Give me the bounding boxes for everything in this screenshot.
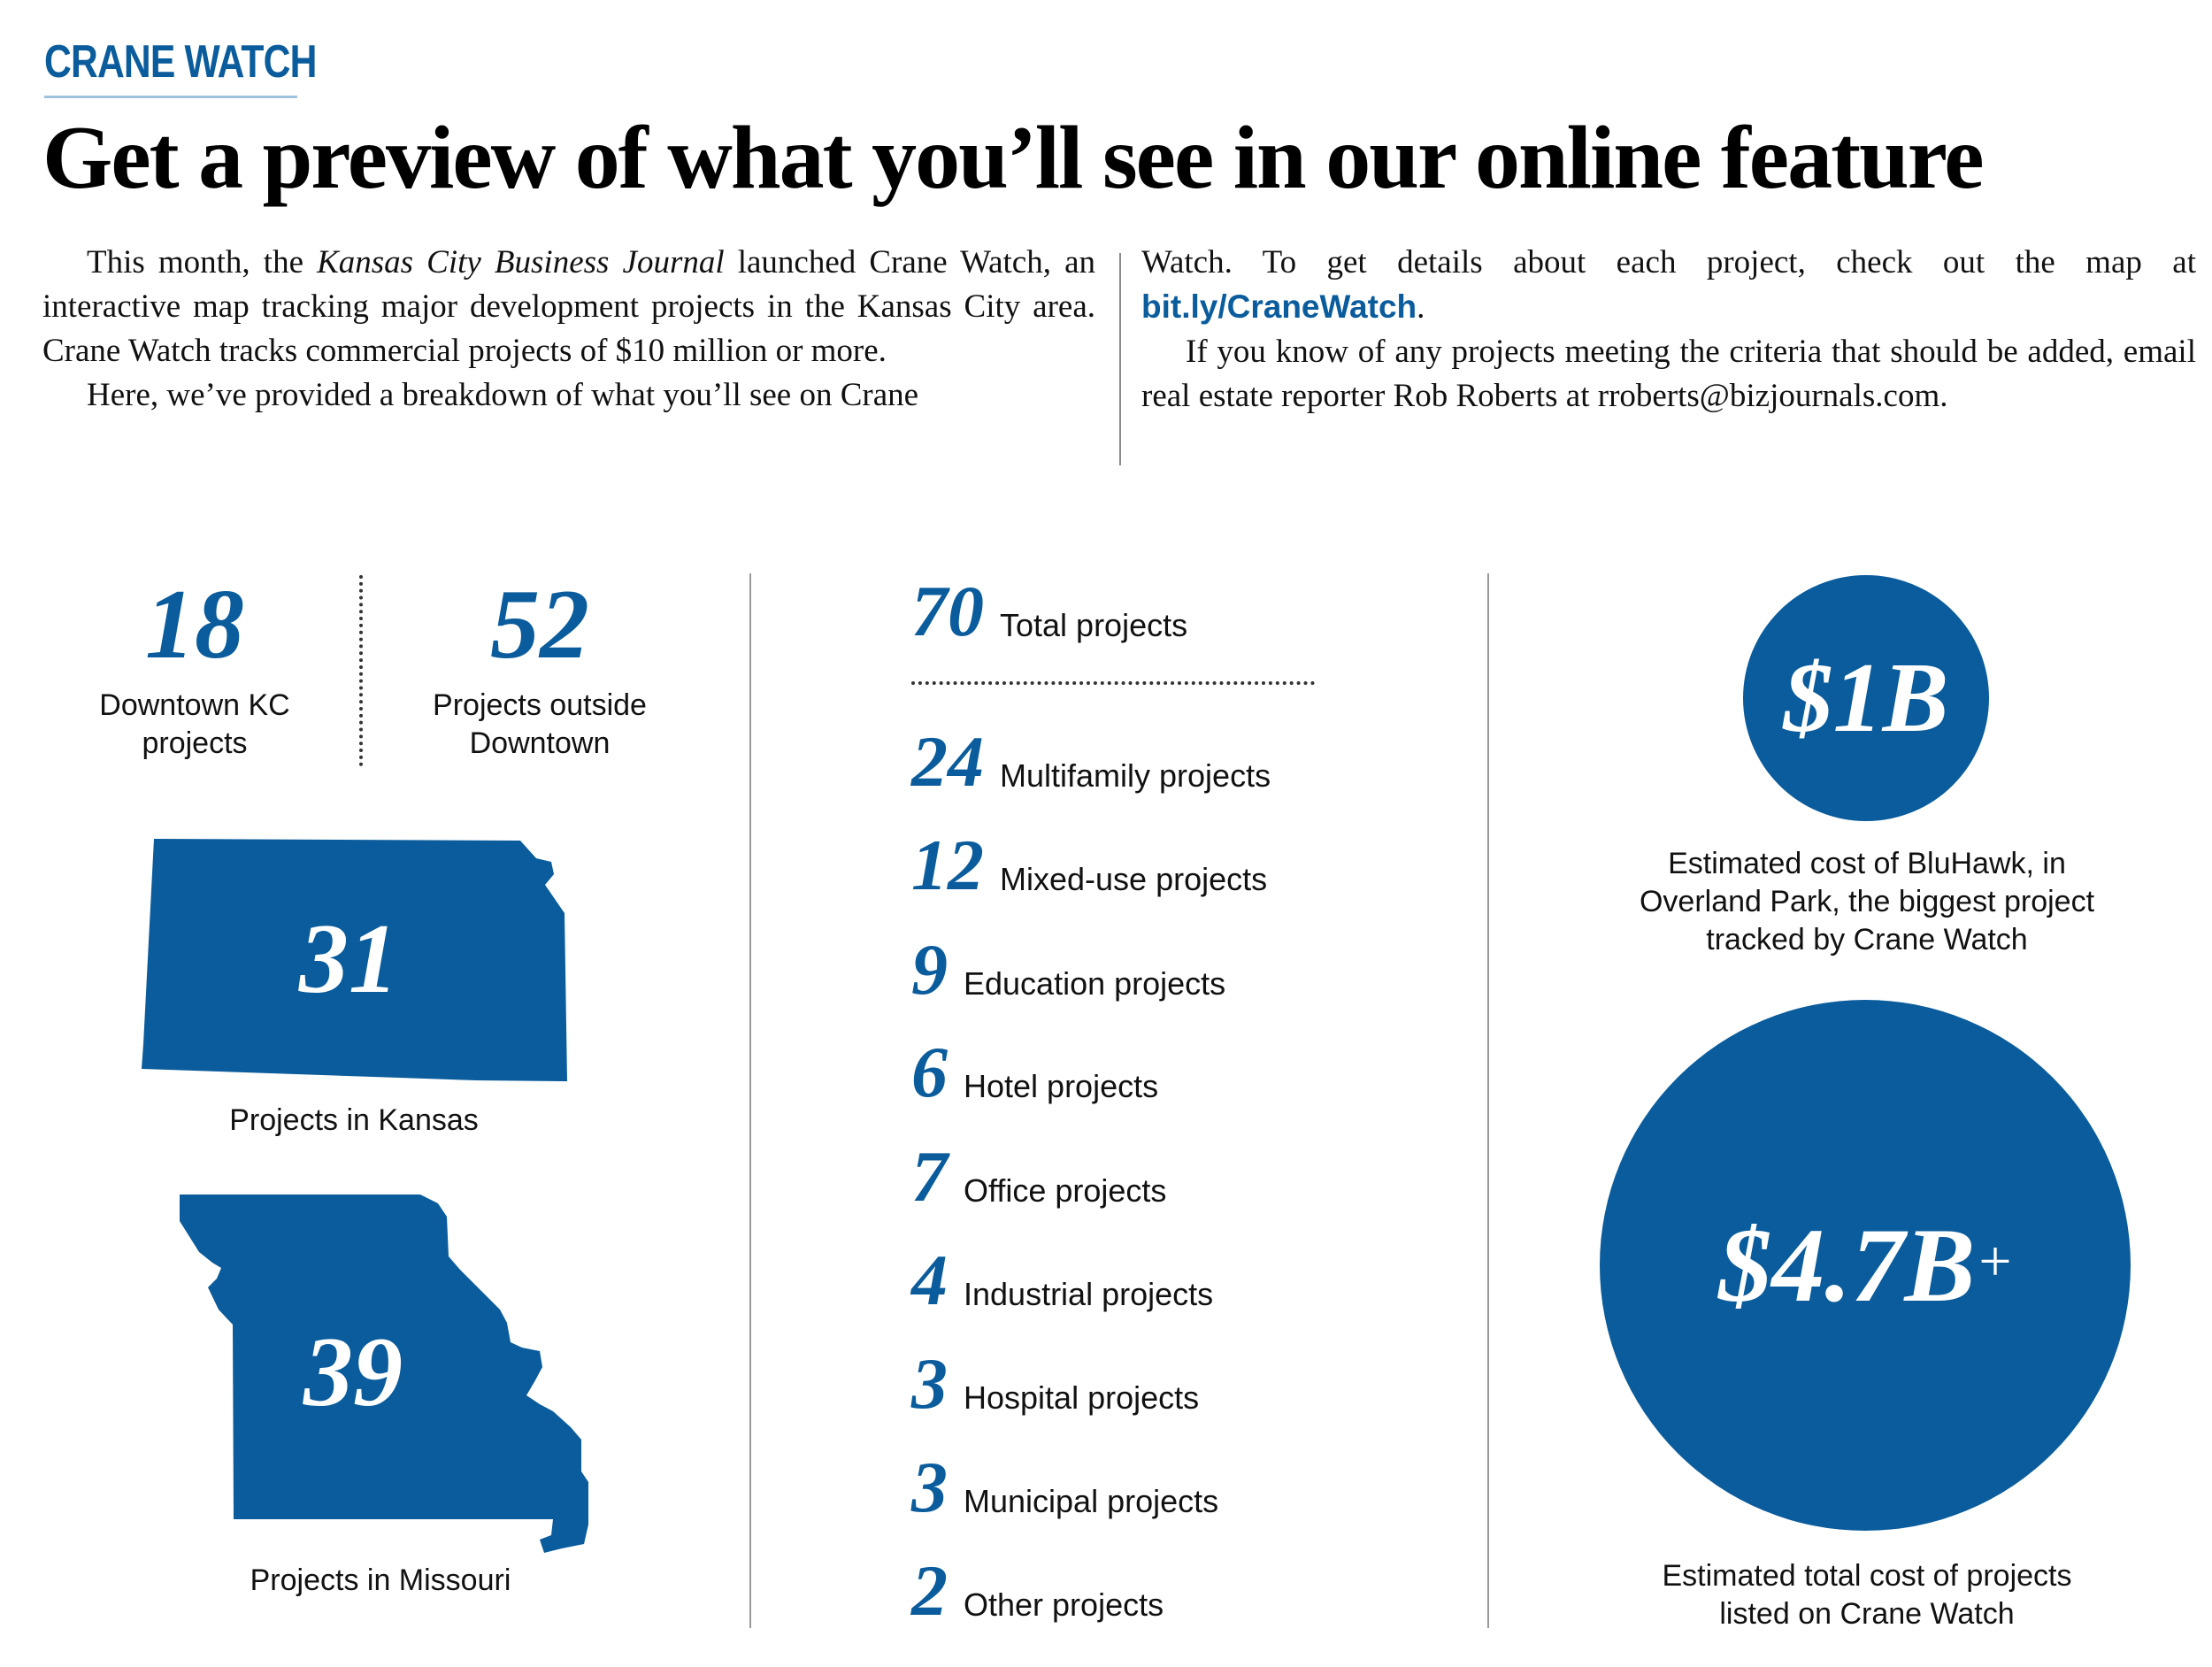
missouri-state: 39 <box>173 1190 588 1562</box>
publication-name: Kansas City Business Journal <box>317 244 725 280</box>
stat-downtown-label: Downtown KC projects <box>99 688 290 760</box>
project-type-row: 2 Other projects <box>911 1550 1164 1631</box>
missouri-value: 39 <box>303 1317 403 1427</box>
kansas-value: 31 <box>299 904 398 1014</box>
project-type-row: 3 Municipal projects <box>911 1447 1219 1527</box>
biggest-project-caption: Estimated cost of BluHawk, in Overland P… <box>1639 847 2095 956</box>
dotted-divider-horizontal <box>911 681 1315 685</box>
biggest-project-value: $1B <box>1783 643 1949 753</box>
total-cost-caption: Estimated total cost of projects listed … <box>1662 1559 2072 1631</box>
project-type-row: 12 Mixed-use projects <box>911 825 1268 905</box>
stat-outside-downtown: 52 Projects outside Downtown <box>398 575 681 763</box>
project-type-row: 24 Multifamily projects <box>911 721 1271 802</box>
missouri-state-shape-icon <box>180 1195 588 1553</box>
dotted-divider-vertical <box>359 575 363 766</box>
crane-watch-link[interactable]: bit.ly/CraneWatch <box>1141 288 1417 325</box>
total-projects-row: 70 Total projects <box>911 575 1187 648</box>
intro-paragraph-2-end: Watch. To get details about each project… <box>1141 244 2196 326</box>
total-cost-value: $4.7B+ <box>1718 1206 2012 1324</box>
project-type-row: 9 Education projects <box>911 929 1226 1010</box>
page-headline: Get a preview of what you’ll see in our … <box>42 108 1984 208</box>
biggest-project-circle: $1B <box>1743 575 1989 821</box>
project-type-row: 7 Office projects <box>911 1136 1167 1217</box>
intro-column-left: This month, the Kansas City Business Jou… <box>42 241 1095 418</box>
kansas-state-shape-icon <box>142 839 567 1081</box>
total-cost-circle: $4.7B+ <box>1600 1000 2131 1531</box>
intro-column-right: Watch. To get details about each project… <box>1141 241 2196 419</box>
total-projects-value: 70 <box>911 571 984 651</box>
section-divider-right <box>1487 573 1489 1628</box>
project-type-row: 3 Hospital projects <box>911 1343 1200 1424</box>
project-type-row: 4 Industrial projects <box>911 1240 1214 1320</box>
section-divider-left <box>749 573 751 1628</box>
total-projects-label: Total projects <box>1000 607 1188 643</box>
section-kicker: CRANE WATCH <box>44 36 317 88</box>
stat-outside-value: 52 <box>490 570 589 680</box>
intro-paragraph-3: If you know of any projects meeting the … <box>1141 334 2196 414</box>
kansas-state: 31 <box>140 832 573 1084</box>
stat-downtown-value: 18 <box>145 570 244 680</box>
column-divider <box>1119 253 1121 465</box>
project-type-row: 6 Hotel projects <box>911 1032 1159 1112</box>
missouri-label: Projects in Missouri <box>250 1563 511 1597</box>
intro-paragraph-2-start: Here, we’ve provided a breakdown of what… <box>87 377 919 413</box>
stat-outside-label: Projects outside Downtown <box>433 688 647 760</box>
kicker-underline <box>44 96 297 98</box>
stat-downtown: 18 Downtown KC projects <box>53 575 336 763</box>
intro-paragraph-1: This month, the Kansas City Business Jou… <box>42 244 1095 369</box>
kansas-label: Projects in Kansas <box>229 1103 479 1137</box>
